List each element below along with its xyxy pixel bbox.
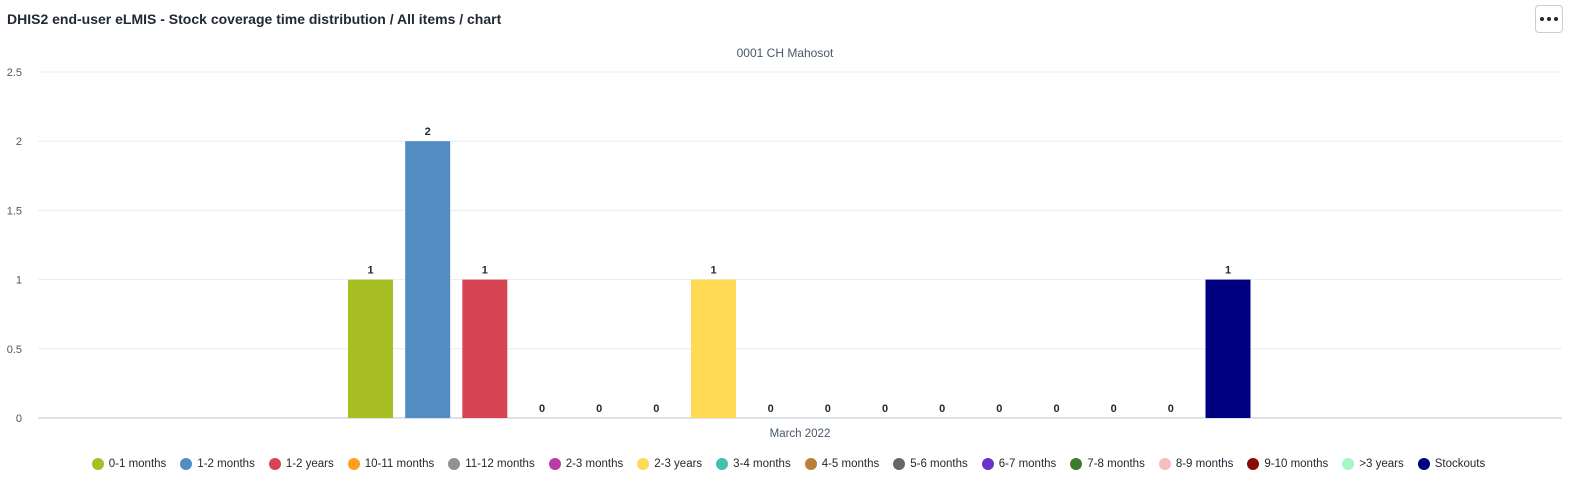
legend-item[interactable]: 2-3 years bbox=[637, 458, 702, 470]
legend-item[interactable]: Stockouts bbox=[1417, 458, 1486, 470]
x-category-label: March 2022 bbox=[770, 428, 831, 440]
legend-label: 8-9 months bbox=[1175, 458, 1234, 470]
legend-swatch bbox=[347, 458, 360, 470]
legend-swatch bbox=[716, 458, 729, 470]
data-label: 1 bbox=[1225, 265, 1231, 277]
legend-item[interactable]: 2-3 months bbox=[548, 458, 624, 470]
legend-item[interactable]: >3 years bbox=[1342, 458, 1404, 470]
data-label: 0 bbox=[825, 403, 831, 415]
bar[interactable] bbox=[405, 141, 451, 418]
legend-item[interactable]: 6-7 months bbox=[981, 458, 1057, 470]
data-label: 2 bbox=[425, 126, 431, 138]
legend-label: 10-11 months bbox=[364, 458, 435, 470]
data-label: 0 bbox=[1053, 403, 1059, 415]
data-label: 0 bbox=[882, 403, 888, 415]
chart-subtitle: 0001 CH Mahosot bbox=[737, 46, 834, 60]
y-tick-label: 2.5 bbox=[7, 67, 22, 79]
data-label: 1 bbox=[710, 265, 716, 277]
data-label: 0 bbox=[596, 403, 602, 415]
legend-swatch bbox=[1342, 458, 1355, 470]
chart-header: DHIS2 end-user eLMIS - Stock coverage ti… bbox=[0, 0, 1577, 40]
data-label: 0 bbox=[1111, 403, 1117, 415]
legend-label: 11-12 months bbox=[465, 458, 535, 470]
legend-swatch bbox=[981, 458, 994, 470]
legend-label: 4-5 months bbox=[821, 458, 880, 470]
legend-swatch bbox=[548, 458, 561, 470]
legend-swatch bbox=[1247, 458, 1260, 470]
legend-item[interactable]: 1-2 years bbox=[268, 458, 334, 470]
legend-label: 6-7 months bbox=[998, 458, 1057, 470]
bar[interactable] bbox=[348, 279, 393, 418]
y-tick-label: 2 bbox=[16, 136, 22, 148]
legend-label: 0-1 months bbox=[108, 458, 167, 470]
legend-label: 5-6 months bbox=[910, 458, 968, 470]
legend-label: 3-4 months bbox=[733, 458, 791, 470]
y-tick-label: 0.5 bbox=[7, 344, 22, 356]
y-tick-label: 1 bbox=[16, 275, 22, 287]
legend-item[interactable]: 11-12 months bbox=[448, 458, 535, 470]
legend-item[interactable]: 10-11 months bbox=[347, 458, 435, 470]
data-label: 0 bbox=[768, 403, 774, 415]
legend-swatch bbox=[1070, 458, 1083, 470]
legend-label: 2-3 months bbox=[565, 458, 624, 470]
bar[interactable] bbox=[691, 279, 736, 418]
chart-legend: 0-1 months 1-2 months 1-2 years 10-11 month… bbox=[0, 455, 1577, 473]
legend-item[interactable]: 8-9 months bbox=[1158, 458, 1234, 470]
legend-item[interactable]: 7-8 months bbox=[1070, 458, 1145, 470]
more-options-button[interactable] bbox=[1535, 5, 1563, 33]
legend-swatch bbox=[804, 458, 817, 470]
legend-item[interactable]: 1-2 months bbox=[180, 458, 255, 470]
legend-swatch bbox=[180, 458, 193, 470]
data-label: 0 bbox=[653, 403, 659, 415]
legend-item[interactable]: 9-10 months bbox=[1247, 458, 1328, 470]
y-tick-label: 1.5 bbox=[7, 205, 22, 217]
legend-swatch bbox=[637, 458, 650, 470]
legend-swatch bbox=[1158, 458, 1171, 470]
legend-swatch bbox=[91, 458, 104, 470]
legend-item[interactable]: 3-4 months bbox=[716, 458, 791, 470]
y-tick-label: 0 bbox=[16, 413, 22, 425]
chart-title: DHIS2 end-user eLMIS - Stock coverage ti… bbox=[7, 11, 502, 27]
legend-label: 1-2 months bbox=[197, 458, 255, 470]
legend-label: >3 years bbox=[1359, 458, 1404, 470]
legend-swatch bbox=[893, 458, 906, 470]
data-label: 1 bbox=[367, 265, 373, 277]
legend-item[interactable]: 4-5 months bbox=[804, 458, 880, 470]
data-label: 0 bbox=[539, 403, 545, 415]
bar[interactable] bbox=[462, 279, 508, 418]
legend-item[interactable]: 0-1 months bbox=[91, 458, 167, 470]
legend-swatch bbox=[448, 458, 461, 470]
legend-label: 1-2 years bbox=[285, 458, 334, 470]
legend-item[interactable]: 5-6 months bbox=[893, 458, 968, 470]
legend-swatch bbox=[1417, 458, 1430, 470]
data-label: 0 bbox=[1168, 403, 1174, 415]
legend-label: 7-8 months bbox=[1087, 458, 1145, 470]
data-label: 0 bbox=[939, 403, 945, 415]
legend-swatch bbox=[268, 458, 281, 470]
legend-label: 2-3 years bbox=[654, 458, 703, 470]
more-horizontal-icon bbox=[1540, 17, 1558, 21]
data-label: 0 bbox=[996, 403, 1002, 415]
legend-label: Stockouts bbox=[1434, 458, 1486, 470]
legend-label: 9-10 months bbox=[1264, 458, 1329, 470]
data-label: 1 bbox=[482, 265, 488, 277]
bar[interactable] bbox=[1205, 279, 1251, 418]
